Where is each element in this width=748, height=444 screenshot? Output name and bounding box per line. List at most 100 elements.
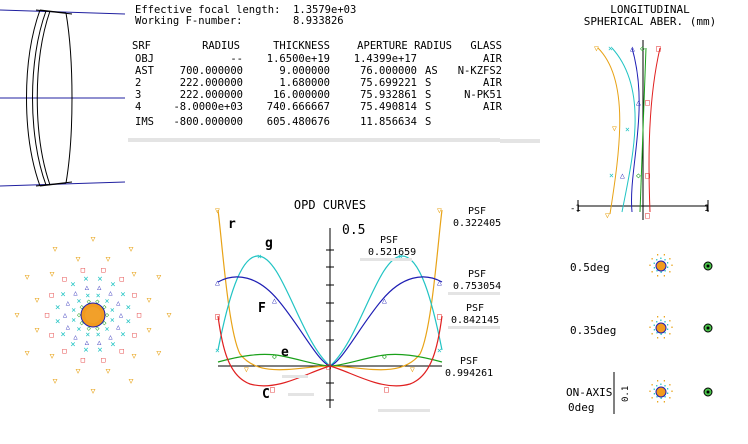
spot-mark: ▽ <box>91 235 96 244</box>
table-cell-flag: S <box>425 77 432 89</box>
spot-mark: △ <box>97 338 102 346</box>
table-cell-aperture: 11.856634 <box>360 116 417 128</box>
spot-mark: ▽ <box>15 311 20 320</box>
field-spot-mark: · <box>651 320 657 331</box>
field-spot-mark: · <box>661 312 667 323</box>
field-spot-mark: · <box>649 329 655 340</box>
spot-mark: × <box>55 317 60 327</box>
svg-text:▽: ▽ <box>605 211 610 220</box>
bar-c <box>288 393 314 396</box>
table-cell-srf: 3 <box>135 89 142 101</box>
spot-mark: □ <box>81 266 85 274</box>
table-cell-flag: S <box>425 116 432 128</box>
field-spot-core <box>655 260 667 272</box>
field-spots: 0.5deg 0.35deg ON-AXIS 0deg 0.1 ········… <box>566 250 713 414</box>
spot-mark: □ <box>49 291 53 299</box>
table-cell-radius: 222.000000 <box>179 89 243 101</box>
spot-mark: △ <box>119 311 124 319</box>
table-cell-flag: AS <box>425 65 438 77</box>
spot-mark: × <box>120 290 125 300</box>
spot-mark: × <box>55 303 60 313</box>
spot-mark: ▽ <box>35 326 40 335</box>
svg-text:◇: ◇ <box>640 44 645 53</box>
table-cell-radius: -800.000000 <box>173 116 243 128</box>
lens-layout <box>0 9 126 187</box>
field-spot-mark: · <box>651 258 657 269</box>
svg-text:△: △ <box>630 44 635 53</box>
svg-text:▽: ▽ <box>215 206 220 215</box>
field-spot-mark: · <box>651 325 657 336</box>
spot-mark: △ <box>97 284 102 292</box>
spot-mark: × <box>60 330 65 340</box>
field-spot-mark: · <box>665 384 671 395</box>
field-spot-mark: · <box>658 394 664 405</box>
table-cell-srf: IMS <box>135 116 154 128</box>
spot-mark: × <box>76 296 81 305</box>
field-spot-side-center <box>706 326 710 330</box>
spot-diagram-main: ▽▽▽▽▽▽▽▽▽▽▽▽▽▽▽▽▽▽▽▽▽ ▽▽▽□□□□□□□□□□□ □□□××… <box>15 235 172 396</box>
spot-mark: ◇ <box>80 319 85 327</box>
table-header-2: THICKNESS <box>273 40 330 52</box>
sa-plot: LONGITUDINAL SPHERICAL ABER. (mm) -1 1 ▽… <box>570 3 716 220</box>
field-spot-mark: · <box>667 380 673 391</box>
curve-label-r: r <box>228 217 236 232</box>
spot-scale-label: 0.1 <box>621 386 631 402</box>
field-spot-mark: · <box>658 330 664 341</box>
field-spot-core <box>655 322 667 334</box>
spot-mark: △ <box>73 289 78 297</box>
psf-value-3: 0.753054 <box>453 281 501 292</box>
spot-mark: ▽ <box>76 367 81 376</box>
field-spot-mark: · <box>647 261 653 272</box>
spot-mark: □ <box>120 275 124 283</box>
spot-mark: × <box>96 330 101 339</box>
table-cell-thickness: 1.680000 <box>279 77 330 89</box>
field-spot-mark: · <box>667 254 673 265</box>
field-label-035: 0.35deg <box>570 324 616 337</box>
opd-curve-C <box>217 315 443 387</box>
sa-curve-C <box>648 47 661 213</box>
field-spot-mark: · <box>669 323 675 334</box>
field-spot-mark: · <box>658 268 664 279</box>
svg-text:▽: ▽ <box>437 206 442 215</box>
efl-value: 1.3579e+03 <box>293 4 357 16</box>
table-cell-glass: N-KZFS2 <box>457 65 502 77</box>
table-cell-aperture: 75.699221 <box>360 77 417 89</box>
field-spot-mark: · <box>661 271 667 282</box>
svg-text:□: □ <box>384 385 389 394</box>
field-spot-mark: · <box>669 387 675 398</box>
spot-mark: × <box>71 316 76 325</box>
spot-mark: △ <box>108 289 113 297</box>
spot-mark: ▽ <box>156 349 161 358</box>
spot-mark: □ <box>45 311 49 319</box>
spot-mark: × <box>96 291 101 300</box>
psf-bar-2 <box>360 258 412 261</box>
field-spot-mark: · <box>661 333 667 344</box>
field-spot-mark: · <box>662 392 668 403</box>
fnum-label: Working F-number: <box>135 15 243 27</box>
sa-title-2: SPHERICAL ABER. (mm) <box>584 15 716 28</box>
spot-mark: ▽ <box>76 255 81 264</box>
spot-mark: × <box>97 275 102 285</box>
opd-scale: 0.5 <box>342 223 365 238</box>
svg-text:△: △ <box>382 296 387 305</box>
field-spot-mark: · <box>647 323 653 334</box>
spot-mark: □ <box>81 356 85 364</box>
spot-mark: ▽ <box>50 270 55 279</box>
table-header-3: APERTURE RADIUS <box>357 40 452 52</box>
field-spot-mark: · <box>651 263 657 274</box>
spot-mark: ◇ <box>80 303 85 311</box>
spot-mark: □ <box>62 275 66 283</box>
table-header-0: SRF <box>132 40 151 52</box>
spot-mark: □ <box>132 331 136 339</box>
opd-plot: OPD CURVES 0.5 ▽ ▽▽ ▽ ×× ×× △△ △△ ◇ ◇ □□ □□ □ … <box>215 198 501 408</box>
svg-text:□: □ <box>645 98 650 107</box>
spot-mark: △ <box>85 284 90 292</box>
curve-label-g: g <box>265 236 273 251</box>
spot-mark: △ <box>116 299 121 307</box>
spot-mark: ▽ <box>50 352 55 361</box>
field-spot-mark: · <box>655 376 661 387</box>
spot-mark: ▽ <box>53 245 58 254</box>
svg-text:□: □ <box>437 312 442 321</box>
field-spot-mark: · <box>655 333 661 344</box>
spot-mark: □ <box>101 266 105 274</box>
